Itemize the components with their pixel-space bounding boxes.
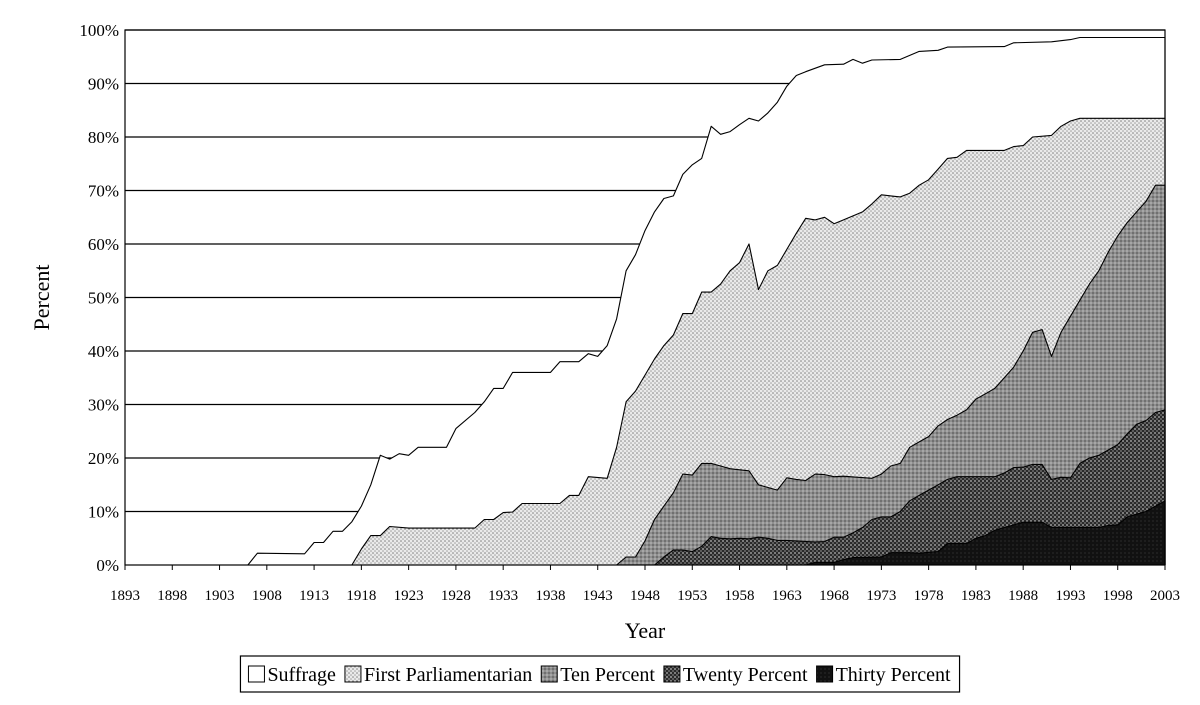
- x-tick-labels: 1893 1898 1903 1908 1913 1918 1923 1928 1933 1938…: [110, 565, 1180, 604]
- y-tick-label: 70%: [88, 182, 119, 201]
- area-series-first-parliamentarian: [124, 117, 1166, 566]
- legend-label: Thirty Percent: [836, 664, 951, 686]
- y-tick-label: 50%: [88, 289, 119, 308]
- legend-label: First Parliamentarian: [364, 664, 532, 686]
- x-tick-label: 1893: [110, 588, 140, 604]
- x-tick-label: 1993: [1055, 588, 1085, 604]
- x-tick-label: 1903: [205, 588, 235, 604]
- x-axis-label: Year: [625, 618, 666, 643]
- x-tick-label: 1983: [961, 588, 991, 604]
- x-tick-label: 1978: [914, 588, 944, 604]
- y-tick-labels: 0% 10% 20% 30% 40% 50% 60% 70% 80% 90% 100%: [79, 21, 119, 575]
- y-tick-label: 20%: [88, 449, 119, 468]
- x-tick-label: 1963: [772, 588, 802, 604]
- y-tick-label: 100%: [79, 21, 119, 40]
- x-tick-label: 1918: [346, 588, 376, 604]
- y-tick-label: 30%: [88, 396, 119, 415]
- y-tick-label: 90%: [88, 75, 119, 94]
- area-series-group: [124, 36, 1166, 566]
- x-tick-label: 1968: [819, 588, 849, 604]
- area-series-thirty-percent: [124, 500, 1166, 566]
- x-tick-label: 2003: [1150, 588, 1180, 604]
- x-tick-label: 1953: [677, 588, 707, 604]
- x-tick-label: 1958: [725, 588, 755, 604]
- legend-swatch-suffrage: [247, 665, 265, 683]
- area-series-twenty-percent: [124, 409, 1166, 566]
- legend-box: [239, 655, 961, 693]
- x-tick-label: 1998: [1103, 588, 1133, 604]
- legend-swatch-twenty-percent: [663, 665, 681, 683]
- x-tick-label: 1913: [299, 588, 329, 604]
- legend-swatch-first-parliamentarian: [344, 665, 362, 683]
- x-tick-label: 1948: [630, 588, 660, 604]
- legend-label: Suffrage: [267, 664, 336, 686]
- x-tick-label: 1943: [583, 588, 613, 604]
- legend: Suffrage First Parliamentarian Ten Percent…: [239, 655, 961, 693]
- legend-swatch-thirty-percent: [816, 665, 834, 683]
- legend-label: Ten Percent: [560, 664, 655, 686]
- x-tick-label: 1898: [157, 588, 187, 604]
- y-axis-label: Percent: [29, 265, 54, 331]
- x-tick-label: 1938: [535, 588, 565, 604]
- y-tick-label: 0%: [96, 556, 119, 575]
- legend-label: Twenty Percent: [683, 664, 808, 686]
- y-tick-label: 40%: [88, 342, 119, 361]
- x-tick-label: 1908: [252, 588, 282, 604]
- legend-swatch-ten-percent: [540, 665, 558, 683]
- y-tick-label: 60%: [88, 235, 119, 254]
- y-tick-label: 80%: [88, 128, 119, 147]
- y-tick-label: 10%: [88, 503, 119, 522]
- x-tick-label: 1973: [866, 588, 896, 604]
- x-tick-label: 1928: [441, 588, 471, 604]
- x-tick-label: 1923: [394, 588, 424, 604]
- area-series-ten-percent: [124, 184, 1166, 566]
- x-tick-label: 1933: [488, 588, 518, 604]
- x-tick-label: 1988: [1008, 588, 1038, 604]
